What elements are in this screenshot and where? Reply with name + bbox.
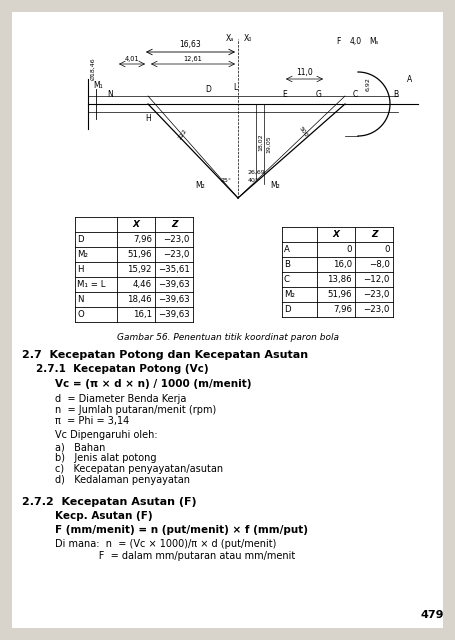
Text: Vc Dipengaruhi oleh:: Vc Dipengaruhi oleh:: [55, 430, 157, 440]
Text: A: A: [407, 74, 413, 83]
Text: N: N: [107, 90, 113, 99]
Text: L: L: [233, 83, 237, 92]
Text: Kecp. Asutan (F): Kecp. Asutan (F): [55, 511, 152, 521]
Text: −35,61: −35,61: [158, 265, 190, 274]
Text: 479: 479: [420, 610, 444, 620]
Text: M₂: M₂: [284, 290, 295, 299]
Text: 18,46: 18,46: [127, 295, 152, 304]
Text: c)   Kecepatan penyayatan/asutan: c) Kecepatan penyayatan/asutan: [55, 464, 223, 474]
Text: −12,0: −12,0: [364, 275, 390, 284]
Text: X: X: [333, 230, 339, 239]
Text: 12,61: 12,61: [184, 56, 202, 62]
Text: O: O: [77, 310, 84, 319]
Text: B: B: [284, 260, 290, 269]
Text: −8,0: −8,0: [369, 260, 390, 269]
Text: F (mm/menit) = n (put/menit) × f (mm/put): F (mm/menit) = n (put/menit) × f (mm/put…: [55, 525, 308, 535]
Text: G: G: [316, 90, 322, 99]
Text: 2.7  Kecepatan Potong dan Kecepatan Asutan: 2.7 Kecepatan Potong dan Kecepatan Asuta…: [22, 350, 308, 360]
Text: −23,0: −23,0: [364, 290, 390, 299]
Text: B: B: [393, 90, 398, 99]
Text: X₀: X₀: [244, 34, 252, 43]
Text: Mₛ: Mₛ: [369, 37, 379, 46]
Text: a)   Bahan: a) Bahan: [55, 442, 106, 452]
Text: n  = Jumlah putaran/menit (rpm): n = Jumlah putaran/menit (rpm): [55, 405, 216, 415]
Text: −23,0: −23,0: [164, 250, 190, 259]
Text: 7,96: 7,96: [133, 235, 152, 244]
Text: b)   Jenis alat potong: b) Jenis alat potong: [55, 453, 157, 463]
Text: 2.7.1  Kecepatan Potong (Vc): 2.7.1 Kecepatan Potong (Vc): [36, 364, 209, 374]
Text: 4,0: 4,0: [350, 37, 362, 46]
Text: M₂: M₂: [270, 182, 280, 191]
Text: M₂: M₂: [77, 250, 88, 259]
Text: D: D: [205, 85, 211, 94]
Text: −23,0: −23,0: [164, 235, 190, 244]
Text: C: C: [352, 90, 358, 99]
Text: d)   Kedalaman penyayatan: d) Kedalaman penyayatan: [55, 475, 190, 485]
FancyBboxPatch shape: [12, 12, 443, 628]
Text: 13,86: 13,86: [328, 275, 352, 284]
Text: Vc = (π × d × n) / 1000 (m/menit): Vc = (π × d × n) / 1000 (m/menit): [55, 379, 252, 389]
Text: F  = dalam mm/putaran atau mm/menit: F = dalam mm/putaran atau mm/menit: [55, 551, 295, 561]
Text: 4,46: 4,46: [133, 280, 152, 289]
Text: X: X: [132, 220, 140, 229]
Text: 51,96: 51,96: [328, 290, 352, 299]
Text: 222: 222: [177, 127, 188, 140]
Text: π  = Phi = 3,14: π = Phi = 3,14: [55, 416, 129, 426]
Text: Xₐ: Xₐ: [226, 34, 234, 43]
Text: Ø18,46: Ø18,46: [91, 58, 96, 80]
Text: 25°: 25°: [221, 177, 232, 182]
Text: F: F: [336, 37, 340, 46]
Text: 26,69: 26,69: [248, 170, 266, 175]
Text: 11,0: 11,0: [296, 68, 313, 77]
Text: 6,92: 6,92: [365, 77, 370, 91]
Text: 16,1: 16,1: [133, 310, 152, 319]
Text: 7,96: 7,96: [333, 305, 352, 314]
Text: 16,63: 16,63: [180, 40, 202, 49]
Text: C: C: [284, 275, 290, 284]
Text: 500: 500: [298, 126, 308, 138]
Text: 16,0: 16,0: [333, 260, 352, 269]
Text: M₁: M₁: [93, 81, 103, 90]
Text: 40°: 40°: [248, 177, 258, 182]
Text: Gambar 56. Penentuan titik koordinat paron bola: Gambar 56. Penentuan titik koordinat par…: [117, 333, 339, 342]
Text: H: H: [77, 265, 84, 274]
Text: A: A: [284, 245, 290, 254]
Text: H: H: [145, 114, 151, 123]
Text: −23,0: −23,0: [364, 305, 390, 314]
Text: E: E: [283, 90, 288, 99]
Text: 19,05: 19,05: [266, 135, 271, 153]
Text: Di mana:  n  = (Vc × 1000)/π × d (put/menit): Di mana: n = (Vc × 1000)/π × d (put/meni…: [55, 539, 276, 549]
Text: D: D: [284, 305, 291, 314]
Text: N: N: [77, 295, 84, 304]
Text: 15,92: 15,92: [127, 265, 152, 274]
Text: 18,02: 18,02: [258, 133, 263, 151]
Text: −39,63: −39,63: [158, 295, 190, 304]
Text: M₁ = L: M₁ = L: [77, 280, 106, 289]
Text: Z: Z: [371, 230, 377, 239]
Text: −39,63: −39,63: [158, 280, 190, 289]
Text: D: D: [77, 235, 84, 244]
Text: 0: 0: [384, 245, 390, 254]
Text: 4,01: 4,01: [125, 56, 139, 62]
Text: 51,96: 51,96: [127, 250, 152, 259]
Text: Z: Z: [171, 220, 177, 229]
Text: 2.7.2  Kecepatan Asutan (F): 2.7.2 Kecepatan Asutan (F): [22, 497, 197, 507]
Text: M₂: M₂: [195, 182, 205, 191]
Text: −39,63: −39,63: [158, 310, 190, 319]
Text: 0: 0: [347, 245, 352, 254]
Text: d  = Diameter Benda Kerja: d = Diameter Benda Kerja: [55, 394, 187, 404]
